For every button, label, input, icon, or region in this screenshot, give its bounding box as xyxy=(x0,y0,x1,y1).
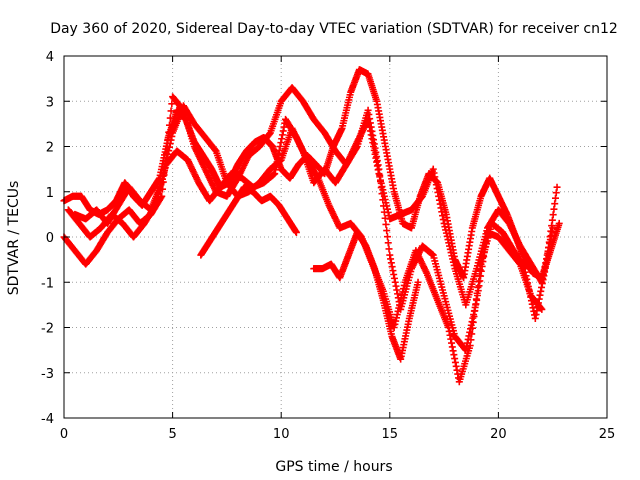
series-s5 xyxy=(197,183,300,259)
data-point-interp xyxy=(384,239,392,247)
data-point-interp xyxy=(379,196,387,204)
x-tick-label: 5 xyxy=(168,427,176,442)
data-point-interp xyxy=(168,100,176,108)
chart-title: Day 360 of 2020, Sidereal Day-to-day VTE… xyxy=(50,21,618,37)
y-tick-label: 1 xyxy=(46,186,54,201)
data-point xyxy=(414,278,422,286)
data-point xyxy=(553,183,561,191)
data-point-interp xyxy=(377,184,385,192)
y-tick-label: 3 xyxy=(46,95,54,110)
x-tick-label: 25 xyxy=(599,427,616,442)
data-point-interp xyxy=(381,214,389,222)
data-point xyxy=(292,228,300,236)
data-point-interp xyxy=(380,208,388,216)
data-point-interp xyxy=(376,177,384,185)
data-point-interp xyxy=(383,233,391,241)
data-point xyxy=(555,219,563,227)
data-point-interp xyxy=(385,245,393,253)
data-point-interp xyxy=(382,220,390,228)
data-point-interp xyxy=(165,121,173,129)
data-points xyxy=(60,66,563,386)
y-tick-label: 0 xyxy=(46,231,54,246)
y-axis-label: SDTVAR / TECUs xyxy=(6,181,22,296)
y-tick-label: -3 xyxy=(41,367,54,382)
data-point-interp xyxy=(167,107,175,115)
data-point-interp xyxy=(376,171,384,179)
y-tick-label: -2 xyxy=(41,322,54,337)
y-tick-label: -4 xyxy=(41,412,54,427)
data-point-interp xyxy=(378,190,386,198)
data-point-interp xyxy=(166,114,174,122)
x-tick-label: 20 xyxy=(490,427,507,442)
y-tick-label: 2 xyxy=(46,141,54,156)
data-point-interp xyxy=(383,227,391,235)
y-tick-label: 4 xyxy=(46,50,54,65)
axis-ticks: 0 5 10 15 20 25 -4 -3 -2 -1 0 1 2 3 4 xyxy=(41,50,615,442)
data-point xyxy=(375,165,383,173)
series-s6 xyxy=(310,228,422,363)
x-tick-label: 10 xyxy=(273,427,290,442)
x-axis-label: GPS time / hours xyxy=(275,459,392,475)
x-tick-label: 0 xyxy=(60,427,68,442)
data-point-interp xyxy=(380,202,388,210)
x-tick-label: 15 xyxy=(382,427,399,442)
data-point xyxy=(538,305,546,313)
y-tick-label: -1 xyxy=(41,276,54,291)
